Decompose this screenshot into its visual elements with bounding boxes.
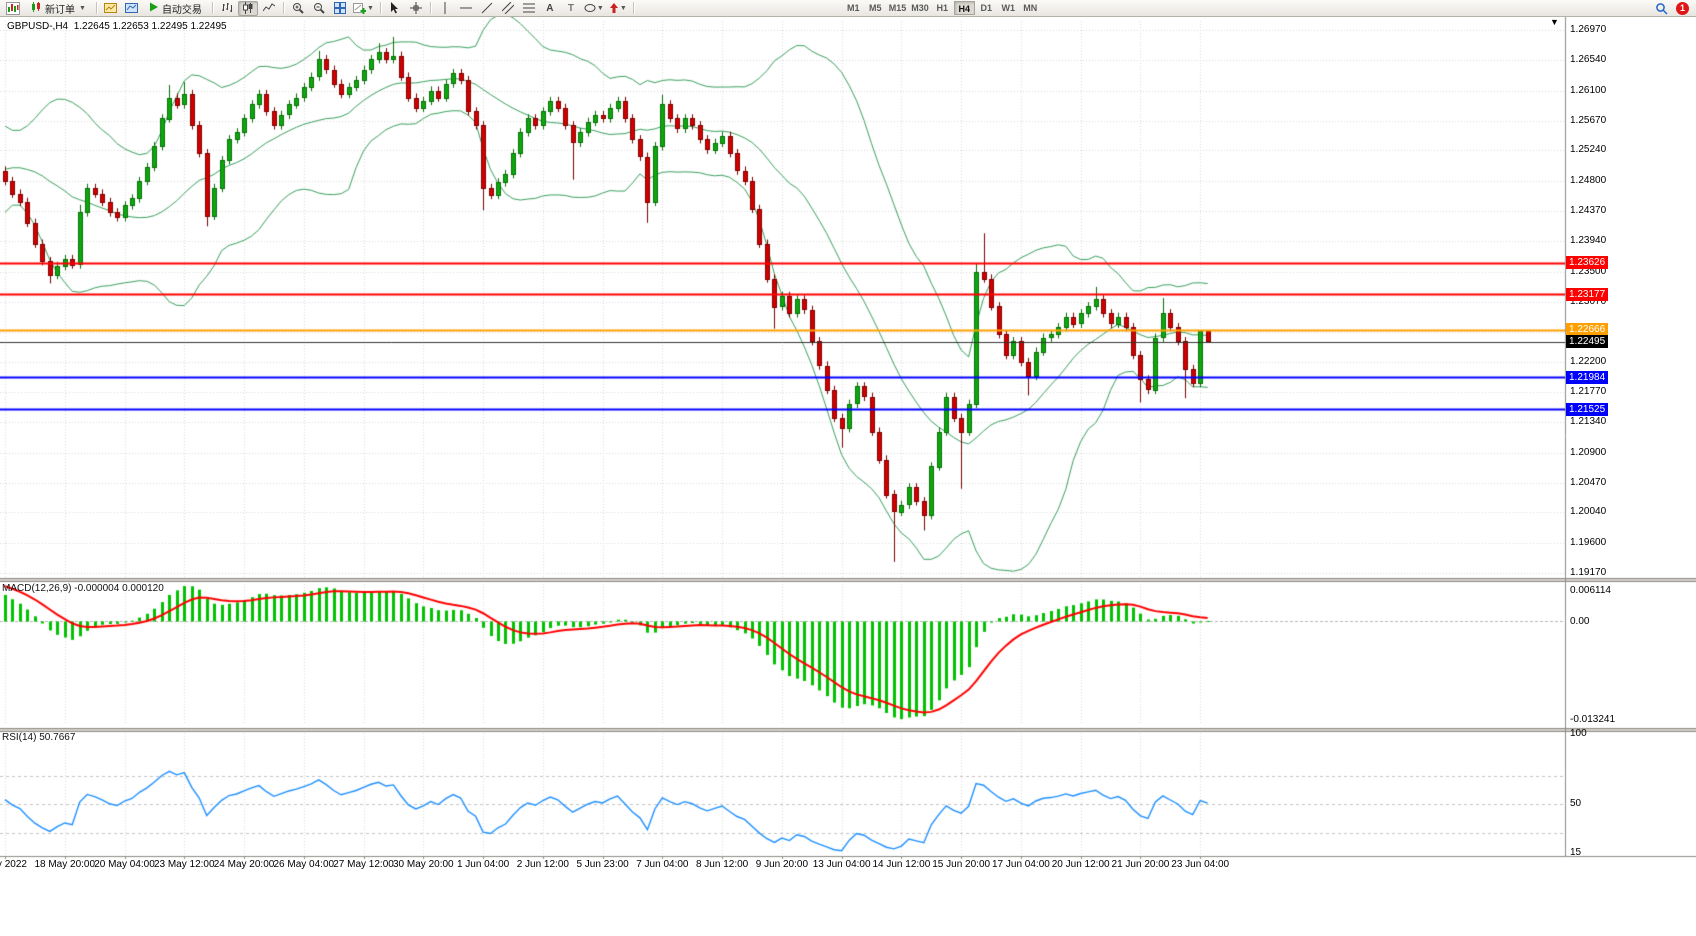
terminal-logo-icon[interactable]: [3, 1, 23, 16]
search-icon[interactable]: [1651, 1, 1671, 16]
zoom-out-icon[interactable]: [309, 1, 329, 16]
fibonacci-icon[interactable]: [519, 1, 539, 16]
autotrading-button-label: 自动交易: [161, 4, 202, 16]
timeframe-mn-button[interactable]: MN: [1023, 3, 1038, 13]
timeframe-w1-button[interactable]: W1: [1001, 3, 1016, 13]
timeframe-h4-button[interactable]: H4: [953, 1, 975, 15]
candlestick-chart-icon[interactable]: [237, 0, 258, 16]
autotrading-button[interactable]: 自动交易: [143, 1, 208, 16]
toolbar-separator: [211, 2, 213, 14]
notification-badge[interactable]: 1: [1676, 1, 1689, 15]
caret-down-icon: ▼: [619, 4, 627, 12]
caret-down-icon: ▼: [596, 4, 604, 12]
arrows-icon[interactable]: ▼: [607, 1, 629, 16]
timeframe-m1-button[interactable]: M1: [846, 3, 860, 13]
caret-down-icon: ▼: [79, 4, 86, 12]
toolbar: 新订单 ▼ 自动交易 ▼ A T ▼ ▼ M1 M5 M15 M30 H1 H4 D1 W1 MN 1: [0, 0, 1696, 17]
new-order-button-label: 新订单: [45, 4, 75, 16]
toolbar-separator: [282, 2, 284, 14]
label-tool-icon[interactable]: T: [567, 2, 574, 14]
chart-profiles-icon[interactable]: [122, 1, 142, 16]
text-tool-icon[interactable]: A: [546, 2, 554, 14]
new-order-button-icon: [30, 1, 42, 16]
toolbar-separator: [632, 2, 634, 14]
toolbar-right: 1: [1651, 1, 1693, 16]
vertical-line-icon[interactable]: [435, 1, 455, 16]
toolbar-items: 新订单 ▼ 自动交易 ▼ A T ▼ ▼: [3, 0, 637, 16]
timeframe-group: M1 M5 M15 M30 H1 H4 D1 W1 MN: [843, 1, 1041, 15]
bar-chart-icon[interactable]: [217, 1, 237, 16]
timeframe-m5-button[interactable]: M5: [868, 3, 882, 13]
horizontal-line-icon[interactable]: [456, 1, 476, 16]
caret-down-icon: ▼: [366, 4, 374, 12]
tile-windows-icon[interactable]: [330, 1, 350, 16]
toolbar-separator: [95, 2, 97, 14]
zoom-in-icon[interactable]: [288, 1, 308, 16]
trendline-icon[interactable]: [477, 1, 497, 16]
toolbar-separator: [379, 2, 381, 14]
autotrading-button-icon: [149, 2, 159, 15]
new-order-button[interactable]: 新订单 ▼: [24, 1, 92, 16]
crosshair-icon[interactable]: [406, 1, 426, 16]
shapes-icon[interactable]: ▼: [582, 1, 606, 16]
cursor-icon[interactable]: [385, 1, 405, 16]
timeframe-d1-button[interactable]: D1: [980, 3, 993, 13]
price-chart-canvas[interactable]: [0, 17, 1696, 936]
toolbar-separator: [429, 2, 431, 14]
channel-icon[interactable]: [498, 1, 518, 16]
timeframe-m15-button[interactable]: M15: [888, 3, 907, 13]
timeframe-m30-button[interactable]: M30: [911, 3, 929, 13]
timeframe-h1-button[interactable]: H1: [936, 3, 949, 13]
new-chart-icon[interactable]: ▼: [351, 1, 376, 16]
line-chart-icon[interactable]: [259, 1, 279, 16]
charts-window-icon[interactable]: [101, 1, 121, 16]
